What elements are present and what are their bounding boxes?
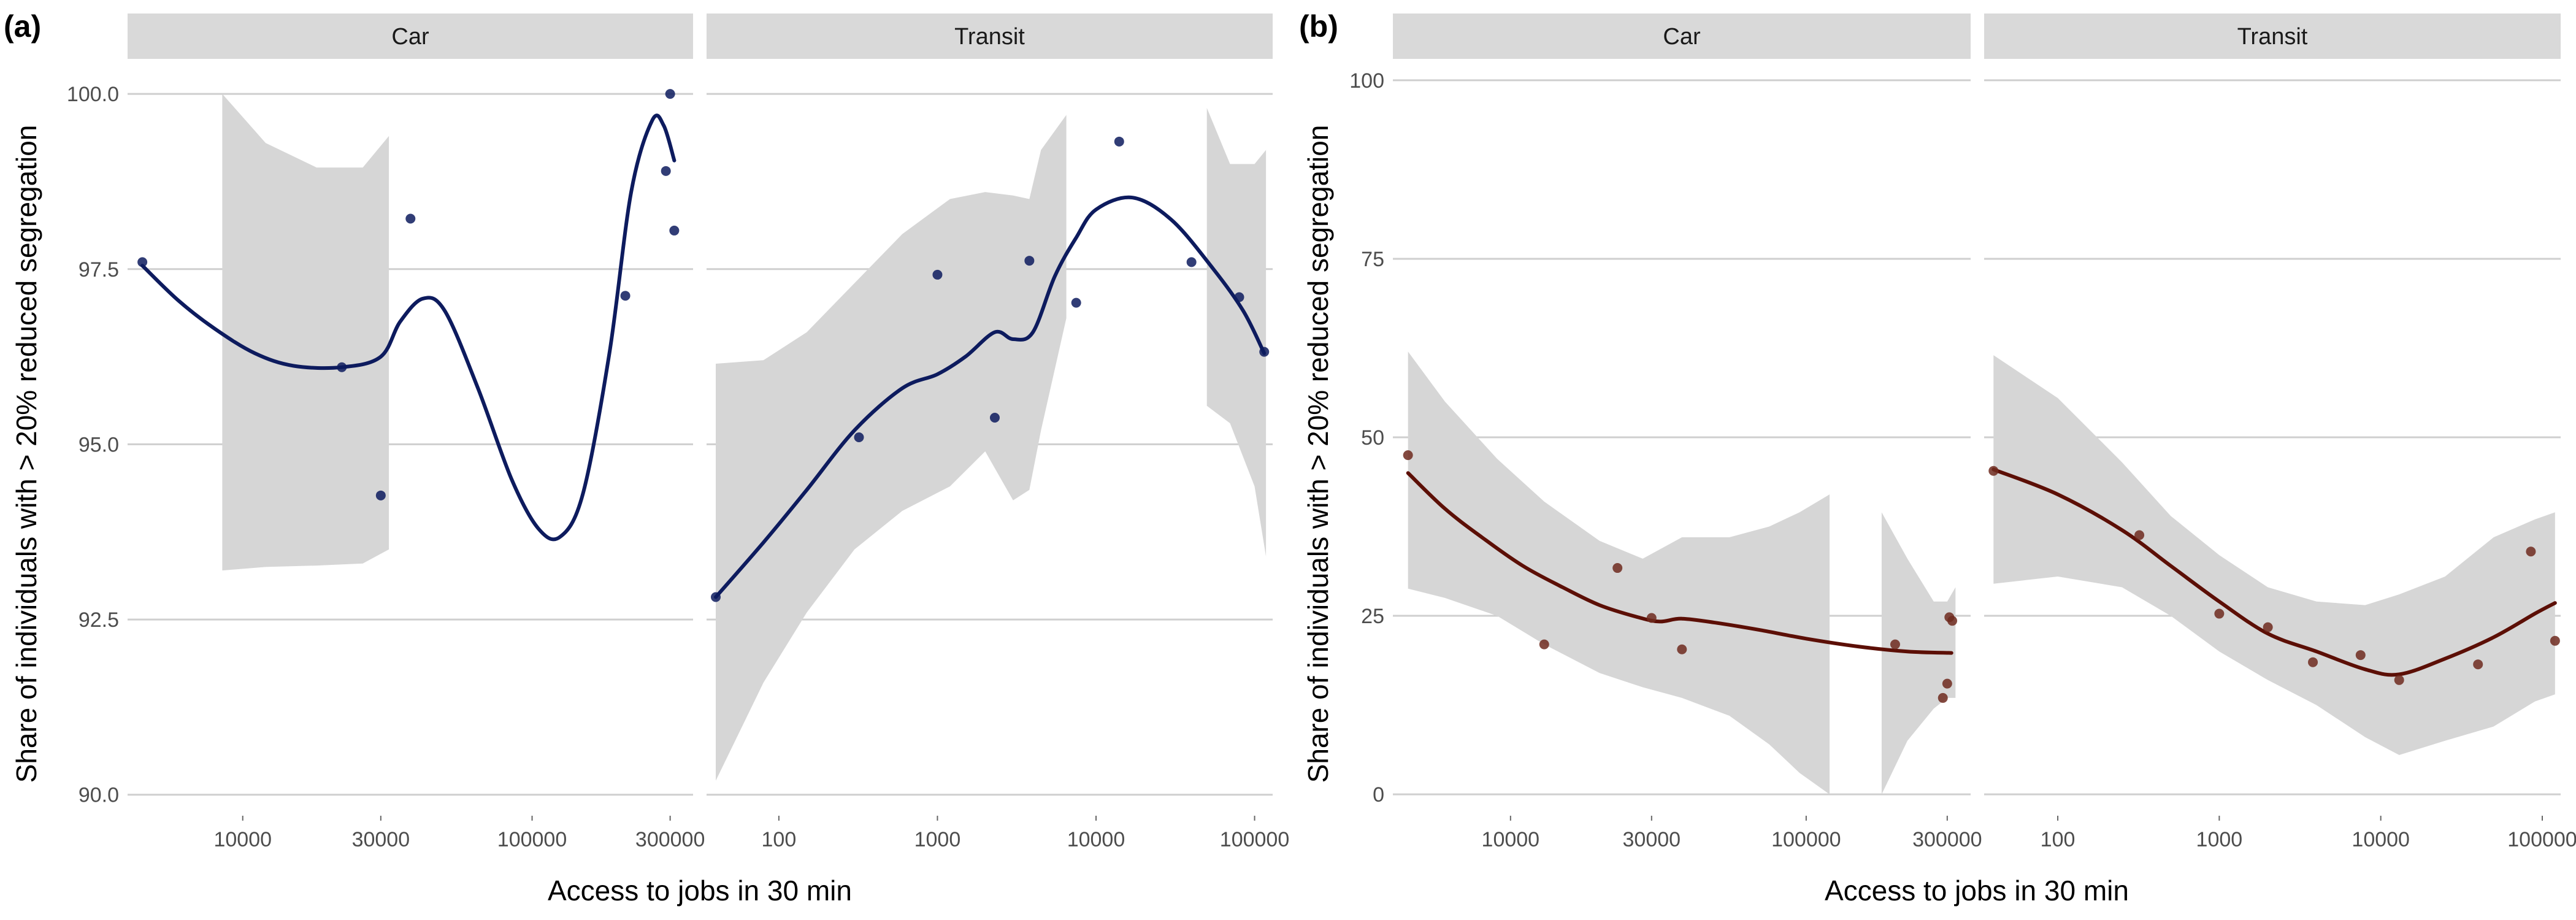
panel-b-transit-data-point bbox=[2355, 650, 2366, 661]
panel-a-car-strip-label: Car bbox=[391, 24, 429, 50]
panel-a-letter: (a) bbox=[4, 9, 41, 44]
panel-b-car-facet: Car 0 25 50 75 100 10000 30000 100000 300000 bbox=[1349, 13, 1982, 851]
panel-b-transit-data-point bbox=[2473, 659, 2483, 670]
panel-a-car-data-point bbox=[375, 490, 386, 500]
panel-b-car-y-tick-label: 100 bbox=[1349, 69, 1384, 93]
panel-a-transit-data-point bbox=[1114, 136, 1124, 147]
panel-b-transit-data-point bbox=[2214, 608, 2225, 619]
panel-a-car-facet: Car 90.0 92.5 95.0 97.5 100.0 10000 30000 100000… bbox=[67, 13, 705, 851]
panel-b-car-smooth-line bbox=[1406, 471, 1953, 655]
panel-a-car-y-tick-label: 92.5 bbox=[79, 608, 119, 632]
panel-b-transit-x-tick-label: 100000 bbox=[2507, 828, 2576, 851]
panel-a-transit-data-point bbox=[1186, 257, 1197, 267]
panel-a-car-y-tick-label: 95.0 bbox=[79, 433, 119, 456]
panel-a-x-axis-title: Access to jobs in 30 min bbox=[548, 875, 852, 907]
panel-a-transit-smooth-line bbox=[714, 195, 1267, 599]
panel-b-car-data-point bbox=[1947, 616, 1958, 626]
panel-b-letter: (b) bbox=[1299, 9, 1338, 44]
panel-a-car-data-point bbox=[405, 213, 416, 224]
panel-b-transit-data-point bbox=[2308, 657, 2318, 667]
panel-a-transit-strip bbox=[707, 13, 1273, 59]
panel-b-transit-strip-label: Transit bbox=[2237, 24, 2308, 50]
panel-a-transit-confidence-band bbox=[1206, 108, 1267, 557]
panel-b-transit-data-point bbox=[2394, 675, 2404, 685]
panel-a-car-data-point bbox=[620, 291, 631, 301]
panel-b-transit-x-tick-label: 100 bbox=[2041, 828, 2076, 851]
panel-b-car-x-tick-label: 100000 bbox=[1771, 828, 1841, 851]
panel-b-car-strip bbox=[1393, 13, 1971, 59]
panel-b-transit-data-point bbox=[2550, 635, 2560, 646]
panel-b-car-data-point bbox=[1890, 639, 1900, 650]
panel-a-car-x-tick-label: 10000 bbox=[213, 828, 272, 851]
panel-a-transit-data-point bbox=[854, 432, 864, 442]
panel-a-car-y-tick-label: 90.0 bbox=[79, 784, 119, 807]
panel-a-transit-data-point bbox=[1259, 347, 1270, 357]
panel-b-car-data-point bbox=[1677, 644, 1687, 654]
panel-b-car-data-point bbox=[1942, 678, 1952, 689]
panel-a-car-data-point bbox=[669, 225, 680, 236]
panel-a-car-x-tick-label: 300000 bbox=[635, 828, 705, 851]
panel-b-car-data-point bbox=[1646, 613, 1657, 623]
panel-a-car-y-tick-label: 100.0 bbox=[67, 83, 119, 106]
panel-a-transit-x-tick-label: 1000 bbox=[914, 828, 961, 851]
panel-a-car-smooth-line bbox=[140, 113, 677, 542]
panel-b-transit-data-point bbox=[2526, 546, 2536, 557]
panel-a-transit-facet: Transit 100 1000 10000 100000 bbox=[707, 13, 1289, 851]
panel-a-car-data-point bbox=[137, 257, 148, 267]
panel-b-transit-facet: Transit 100 1000 10000 100000 bbox=[1984, 13, 2576, 851]
panel-b-car-y-tick-label: 25 bbox=[1361, 605, 1384, 628]
panel-b-transit-strip bbox=[1984, 13, 2561, 59]
panel-b-car-x-tick-label: 30000 bbox=[1623, 828, 1681, 851]
panel-b-car-data-point bbox=[1938, 692, 1948, 703]
panel-b-car-y-tick-label: 0 bbox=[1373, 783, 1384, 807]
panel-b-transit-smooth-line bbox=[1991, 467, 2557, 677]
panel-b-transit-data-point bbox=[2263, 622, 2273, 632]
panel-a-transit-data-point bbox=[1234, 292, 1244, 302]
panel-a-transit-x-tick-label: 10000 bbox=[1067, 828, 1125, 851]
panel-a-transit-data-point bbox=[932, 269, 943, 280]
panel-a-car-strip bbox=[128, 13, 693, 59]
panel-b-car-y-tick-label: 75 bbox=[1361, 248, 1384, 271]
panel-a-transit-x-tick-label: 100 bbox=[762, 828, 797, 851]
panel-a-transit-data-point bbox=[989, 413, 1000, 423]
panel-b-y-axis-title: Share of individuals with > 20% reduced … bbox=[1302, 125, 1334, 783]
panel-b-car-confidence-band bbox=[1408, 351, 1830, 795]
panel-a-transit-data-point bbox=[1071, 297, 1081, 308]
panel-b-transit-data-point bbox=[2134, 530, 2145, 540]
panel-a-transit-data-point bbox=[1024, 256, 1035, 266]
panel-b-car-data-point bbox=[1403, 450, 1413, 461]
panel-b-transit-confidence-band bbox=[1993, 355, 2555, 755]
panel-b-x-axis-title: Access to jobs in 30 min bbox=[1825, 875, 2129, 907]
panel-a-car-data-point bbox=[661, 166, 671, 176]
panel-a-transit-data-point bbox=[710, 592, 721, 602]
panel-b-car-y-tick-label: 50 bbox=[1361, 426, 1384, 450]
panel-a-car-confidence-band bbox=[222, 94, 389, 571]
panel-a-transit-strip-label: Transit bbox=[954, 24, 1025, 50]
panel-b-transit-data-point bbox=[1988, 466, 1999, 476]
panel-b-transit-x-tick-label: 10000 bbox=[2352, 828, 2410, 851]
panel-a-car-x-tick-label: 100000 bbox=[497, 828, 567, 851]
panel-a-car-x-tick-label: 30000 bbox=[352, 828, 410, 851]
panel-a-y-axis-title: Share of individuals with > 20% reduced … bbox=[10, 125, 42, 783]
panel-b-transit-x-tick-label: 1000 bbox=[2196, 828, 2243, 851]
panel-a-transit-x-tick-label: 100000 bbox=[1220, 828, 1289, 851]
panel-b-car-data-point bbox=[1612, 563, 1623, 573]
panel-b-car-x-tick-label: 10000 bbox=[1482, 828, 1540, 851]
panel-a-car-data-point bbox=[337, 362, 347, 372]
panel-b-car-x-tick-label: 300000 bbox=[1912, 828, 1982, 851]
panel-a-car-data-point bbox=[665, 89, 675, 99]
panel-a-transit-confidence-band bbox=[716, 115, 1067, 781]
panel-a-car-y-tick-label: 97.5 bbox=[79, 258, 119, 282]
panel-b-car-data-point bbox=[1539, 639, 1549, 650]
panel-b-car-strip-label: Car bbox=[1663, 24, 1701, 50]
